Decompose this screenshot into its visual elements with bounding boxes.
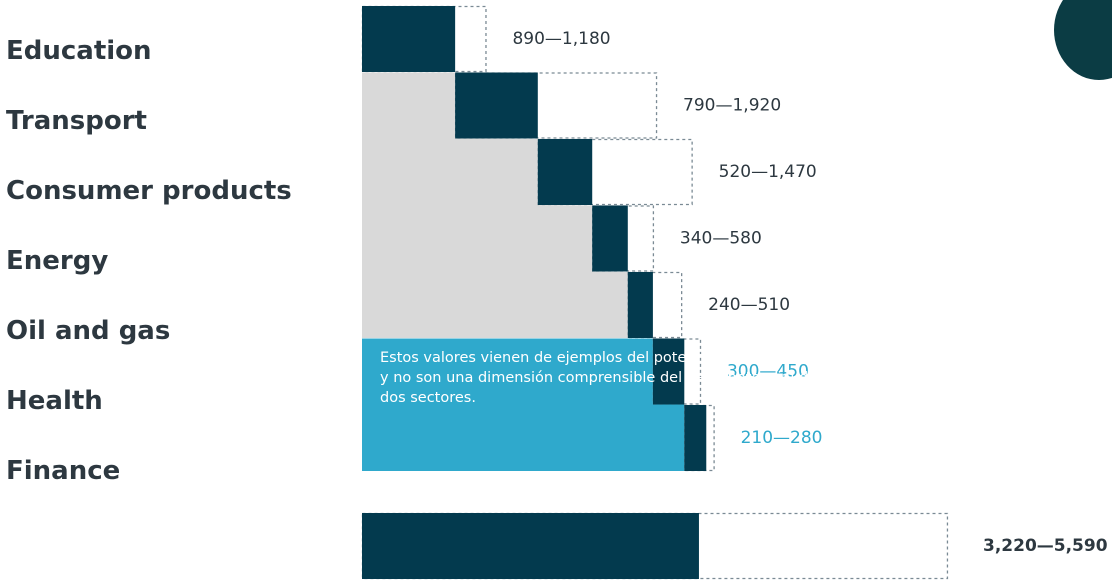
bar-consumer-products [538,139,592,205]
total-range-label: 3,220—5,590 [983,536,1108,556]
range-label-education: 890—1,180 [512,29,610,49]
category-label-health: Health [6,386,103,416]
range-label-transport: 790—1,920 [683,96,781,116]
range-label-oil-and-gas: 240—510 [708,295,790,315]
range-label-finance: 210—280 [741,428,823,448]
category-label-education: Education [6,36,152,66]
total-bar [362,513,699,579]
category-label-consumer-products: Consumer products [6,176,292,206]
note-text: Estos valores vienen de ejemplos del pot… [380,348,860,408]
range-label-energy: 340—580 [680,229,762,249]
category-label-energy: Energy [6,246,108,276]
bar-energy [592,206,628,272]
category-label-finance: Finance [6,456,120,486]
category-label-oil-and-gas: Oil and gas [6,316,170,346]
bar-finance [684,405,706,471]
range-label-consumer-products: 520—1,470 [719,162,817,182]
bar-education [362,6,455,72]
bar-oil-and-gas [628,272,653,338]
bar-transport [455,73,538,139]
category-labels: Education Transport Consumer products En… [0,0,340,583]
category-label-transport: Transport [6,106,147,136]
